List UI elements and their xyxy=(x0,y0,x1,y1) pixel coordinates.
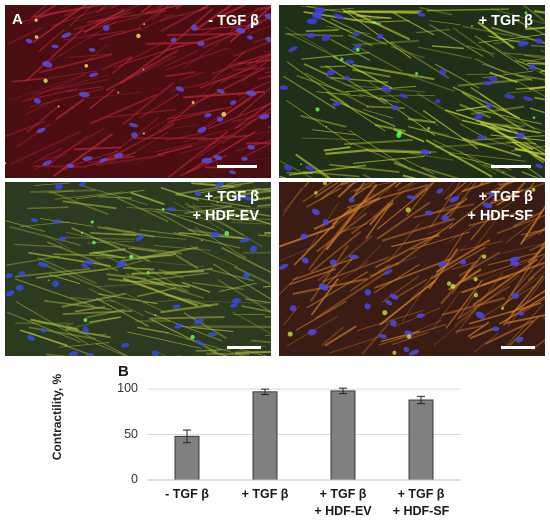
condition-label: - TGF β xyxy=(208,12,259,31)
condition-line: + HDF-EV xyxy=(192,208,259,224)
x-category-line: + TGF β xyxy=(241,487,289,501)
scale-bar xyxy=(501,346,535,349)
x-category-label: + TGF β xyxy=(215,486,315,503)
condition-line: + TGF β xyxy=(204,189,259,205)
y-tick-label: 50 xyxy=(124,426,138,441)
scale-bar xyxy=(491,165,531,168)
x-category-label: + TGF β + HDF-SF xyxy=(371,486,471,520)
chart-canvas xyxy=(148,387,460,481)
condition-label: + TGF β xyxy=(479,12,533,31)
scale-bar xyxy=(227,346,261,349)
micrograph-texture xyxy=(279,5,545,178)
x-category-label: + TGF β + HDF-EV xyxy=(293,486,393,520)
micrograph-texture xyxy=(5,5,271,178)
x-category-line: + HDF-SF xyxy=(392,504,450,518)
x-category-line: - TGF β xyxy=(165,487,209,501)
micrograph-texture xyxy=(279,182,545,356)
y-tick-label: 100 xyxy=(117,381,138,396)
bar xyxy=(252,391,278,481)
bar xyxy=(174,435,200,481)
y-axis-label: Contractility, % xyxy=(50,373,64,461)
micrograph-minus-tgf: A - TGF β xyxy=(5,5,271,178)
y-tick-label: 0 xyxy=(131,472,138,486)
panel-letter-a: A xyxy=(12,11,23,28)
bar xyxy=(330,390,356,481)
condition-line: + TGF β xyxy=(478,189,533,205)
micrograph-tgf-hdf-ev: + TGF β + HDF-EV xyxy=(5,182,271,356)
condition-line: + HDF-SF xyxy=(467,208,533,224)
condition-label: + TGF β + HDF-SF xyxy=(467,188,533,226)
micrograph-texture xyxy=(5,182,271,356)
condition-line: - TGF β xyxy=(208,13,259,29)
bar xyxy=(408,399,434,481)
contractility-chart: B Contractility, % 0 50 100- TGF β + TGF β +… xyxy=(0,360,550,528)
x-category-line: + TGF β xyxy=(319,487,367,501)
x-category-line: + HDF-EV xyxy=(314,504,372,518)
micrograph-plus-tgf: + TGF β xyxy=(279,5,545,178)
scale-bar xyxy=(217,165,257,168)
x-category-label: - TGF β xyxy=(137,486,237,503)
panel-letter-b: B xyxy=(118,363,129,380)
x-category-line: + TGF β xyxy=(397,487,445,501)
condition-line: + TGF β xyxy=(478,13,533,29)
condition-label: + TGF β + HDF-EV xyxy=(193,188,259,226)
micrograph-tgf-hdf-sf: + TGF β + HDF-SF xyxy=(279,182,545,356)
